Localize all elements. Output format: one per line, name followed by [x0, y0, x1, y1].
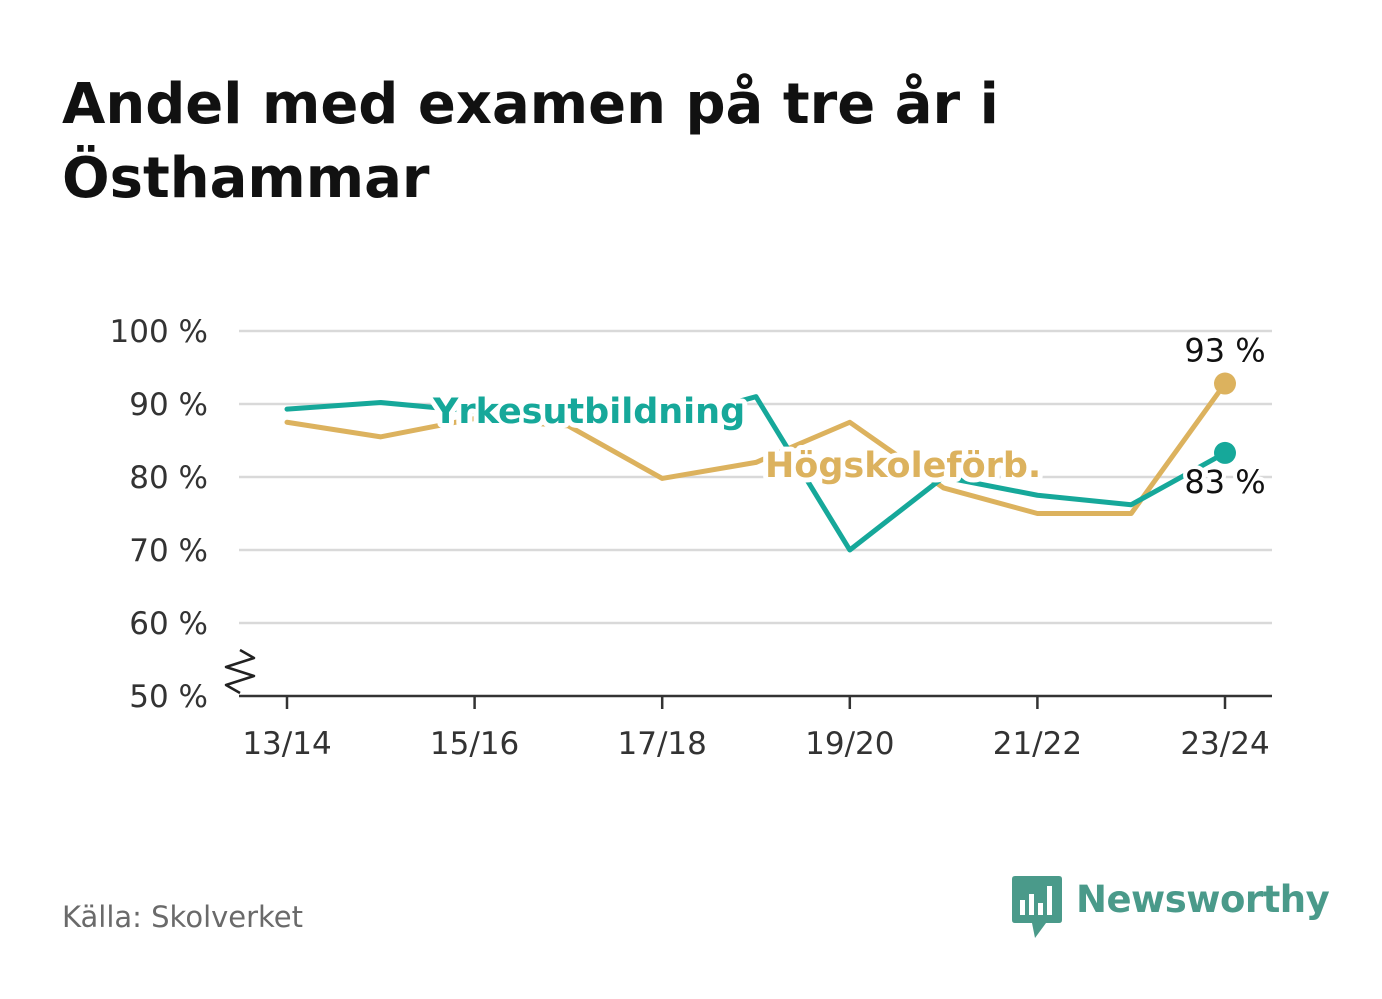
end-label-hogskoleforb: 93 %93 %	[1180, 328, 1269, 374]
grid-lines	[239, 329, 1272, 625]
series-end-point	[1214, 441, 1236, 464]
y-tick-label: 90 %	[129, 387, 208, 423]
y-tick-label: 100 %	[110, 314, 208, 350]
series-label: Högskoleförb.	[765, 446, 1041, 486]
series-end-point	[1214, 372, 1236, 395]
brand-name: Newsworthy	[1076, 878, 1330, 921]
series-lines	[284, 372, 1236, 553]
newsworthy-logo-icon	[1012, 876, 1062, 938]
series-line	[284, 381, 1228, 516]
y-tick-label: 60 %	[129, 606, 208, 642]
y-tick-label: 70 %	[129, 533, 208, 569]
brand-logo: Newsworthy	[1012, 876, 1330, 940]
end-value-halo: 93 %	[1184, 332, 1265, 370]
source-note: Källa: Skolverket	[62, 900, 304, 934]
x-tick-label: 21/22	[993, 726, 1082, 762]
end-label-yrkesutbildning: 83 %83 %	[1180, 459, 1269, 505]
x-tick-label: 19/20	[805, 726, 894, 762]
y-tick-label: 50 %	[129, 679, 208, 715]
series-label-hogskoleforb: Högskoleförb.Högskoleförb.	[760, 441, 1046, 491]
x-tick-label: 17/18	[618, 726, 707, 762]
series-label-halo: Yrkesutbildning	[432, 392, 745, 432]
end-value-label: 93 %	[1184, 332, 1265, 370]
labels: YrkesutbildningYrkesutbildningHögskolefö…	[427, 328, 1270, 505]
x-tick-label: 23/24	[1180, 726, 1269, 762]
series-label: Yrkesutbildning	[432, 392, 745, 432]
end-value-halo: 83 %	[1184, 463, 1265, 501]
end-value-label: 83 %	[1184, 463, 1265, 501]
x-tick-label: 13/14	[242, 726, 331, 762]
chart-title: Andel med examen på tre år i Östhammar	[62, 72, 999, 211]
series-line	[284, 394, 1228, 553]
axis-break-icon	[224, 648, 256, 695]
x-tick-label: 15/16	[430, 726, 519, 762]
axes: 50 % 60 % 70 % 80 % 90 % 100 % 13/14 15/16 17/18…	[110, 314, 1272, 762]
y-tick-label: 80 %	[129, 460, 208, 496]
series-label-halo: Högskoleförb.	[765, 446, 1041, 486]
